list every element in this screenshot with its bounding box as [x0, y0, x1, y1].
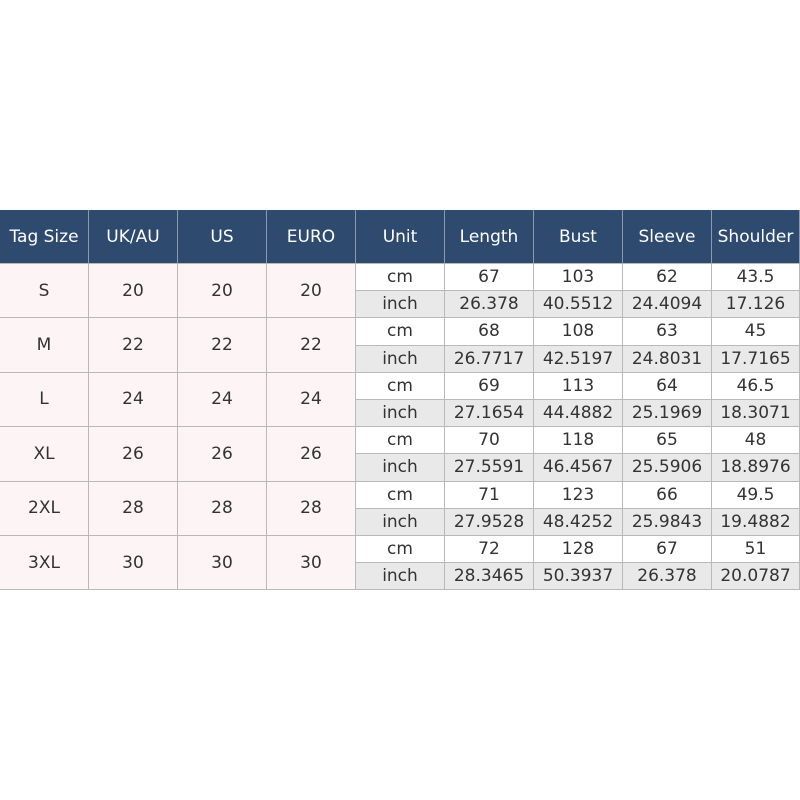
- measure-cell: cm: [356, 318, 445, 346]
- measure-cell: 28.3465: [445, 563, 534, 591]
- measure-cell: 17.7165: [712, 345, 800, 373]
- measure-cell: 43.5: [712, 264, 800, 292]
- measure-cell: 40.5512: [534, 291, 623, 319]
- size-cell: 2XL: [0, 481, 89, 536]
- measure-cell: 72: [445, 536, 534, 564]
- measure-cell: 42.5197: [534, 345, 623, 373]
- header-cell: Tag Size: [0, 210, 89, 264]
- measure-cell: inch: [356, 345, 445, 373]
- size-cell: 22: [267, 318, 356, 373]
- measure-cell: 27.1654: [445, 400, 534, 428]
- header-cell: US: [178, 210, 267, 264]
- measure-cell: 24.8031: [623, 345, 712, 373]
- header-cell: Shoulder: [712, 210, 800, 264]
- measure-cell: 19.4882: [712, 508, 800, 536]
- size-cell: 28: [89, 481, 178, 536]
- measure-cell: inch: [356, 508, 445, 536]
- measure-cell: 48: [712, 427, 800, 455]
- size-cell: 26: [267, 427, 356, 482]
- measure-cell: inch: [356, 291, 445, 319]
- size-cell: M: [0, 318, 89, 373]
- size-cell: 22: [178, 318, 267, 373]
- measure-cell: 68: [445, 318, 534, 346]
- size-cell: 20: [178, 264, 267, 319]
- measure-cell: 51: [712, 536, 800, 564]
- measure-cell: inch: [356, 400, 445, 428]
- measure-cell: inch: [356, 454, 445, 482]
- size-cell: 20: [267, 264, 356, 319]
- measure-cell: 24.4094: [623, 291, 712, 319]
- measure-cell: 48.4252: [534, 508, 623, 536]
- measure-cell: 26.378: [623, 563, 712, 591]
- measure-cell: 70: [445, 427, 534, 455]
- measure-cell: 25.9843: [623, 508, 712, 536]
- header-cell: Sleeve: [623, 210, 712, 264]
- header-cell: Bust: [534, 210, 623, 264]
- measure-cell: 62: [623, 264, 712, 292]
- size-cell: XL: [0, 427, 89, 482]
- measure-cell: 49.5: [712, 481, 800, 509]
- size-cell: 26: [89, 427, 178, 482]
- measure-cell: 113: [534, 372, 623, 400]
- measure-cell: 20.0787: [712, 563, 800, 591]
- size-cell: 24: [178, 372, 267, 428]
- header-cell: UK/AU: [89, 210, 178, 264]
- measure-cell: 64: [623, 372, 712, 400]
- size-cell: 20: [89, 264, 178, 319]
- size-cell: 26: [178, 427, 267, 482]
- measure-cell: 18.3071: [712, 400, 800, 428]
- measure-cell: 46.4567: [534, 454, 623, 482]
- measure-cell: 128: [534, 536, 623, 564]
- measure-cell: 67: [445, 264, 534, 292]
- measure-cell: 108: [534, 318, 623, 346]
- header-cell: Unit: [356, 210, 445, 264]
- measure-cell: 46.5: [712, 372, 800, 400]
- measure-cell: 63: [623, 318, 712, 346]
- measure-cell: cm: [356, 481, 445, 509]
- measure-cell: 123: [534, 481, 623, 509]
- size-cell: 30: [89, 536, 178, 591]
- measure-cell: 103: [534, 264, 623, 292]
- measure-cell: cm: [356, 536, 445, 564]
- measure-cell: 67: [623, 536, 712, 564]
- measure-cell: 25.5906: [623, 454, 712, 482]
- measure-cell: 65: [623, 427, 712, 455]
- size-cell: 28: [178, 481, 267, 536]
- header-cell: Length: [445, 210, 534, 264]
- size-cell: S: [0, 264, 89, 319]
- measure-cell: 18.8976: [712, 454, 800, 482]
- measure-cell: 26.378: [445, 291, 534, 319]
- measure-cell: 17.126: [712, 291, 800, 319]
- measure-cell: 71: [445, 481, 534, 509]
- measure-cell: 44.4882: [534, 400, 623, 428]
- size-cell: 22: [89, 318, 178, 373]
- size-cell: L: [0, 372, 89, 428]
- measure-cell: 26.7717: [445, 345, 534, 373]
- size-cell: 24: [89, 372, 178, 428]
- header-cell: EURO: [267, 210, 356, 264]
- measure-cell: cm: [356, 264, 445, 292]
- measure-cell: 69: [445, 372, 534, 400]
- size-cell: 24: [267, 372, 356, 428]
- measure-cell: cm: [356, 372, 445, 400]
- size-cell: 30: [267, 536, 356, 591]
- size-cell: 28: [267, 481, 356, 536]
- measure-cell: 27.9528: [445, 508, 534, 536]
- measure-cell: 66: [623, 481, 712, 509]
- measure-cell: 50.3937: [534, 563, 623, 591]
- size-cell: 3XL: [0, 536, 89, 591]
- measure-cell: 27.5591: [445, 454, 534, 482]
- measure-cell: inch: [356, 563, 445, 591]
- size-cell: 30: [178, 536, 267, 591]
- measure-cell: 45: [712, 318, 800, 346]
- measure-cell: 25.1969: [623, 400, 712, 428]
- measure-cell: cm: [356, 427, 445, 455]
- measure-cell: 118: [534, 427, 623, 455]
